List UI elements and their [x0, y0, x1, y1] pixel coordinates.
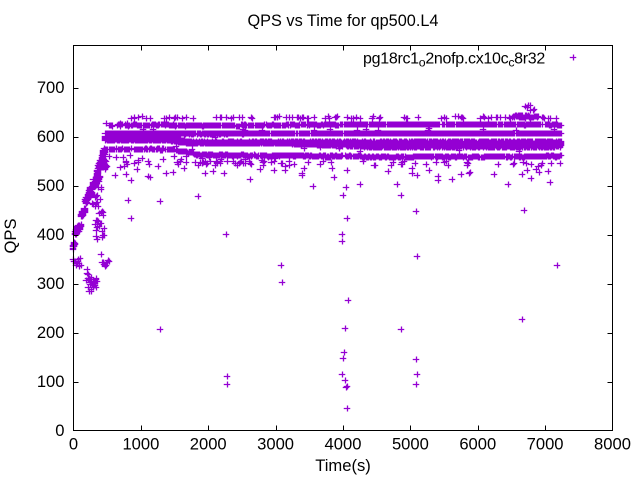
svg-text:7000: 7000: [527, 435, 564, 454]
svg-text:2000: 2000: [190, 435, 227, 454]
svg-text:6000: 6000: [459, 435, 496, 454]
svg-text:1000: 1000: [122, 435, 159, 454]
svg-text:3000: 3000: [257, 435, 294, 454]
svg-text:600: 600: [37, 127, 65, 146]
svg-text:0: 0: [69, 435, 78, 454]
svg-text:400: 400: [37, 225, 65, 244]
svg-text:QPS: QPS: [1, 218, 20, 253]
svg-text:pg18rc1o2nofp.cx10cc8r32: pg18rc1o2nofp.cx10cc8r32: [363, 51, 545, 70]
svg-text:500: 500: [37, 176, 65, 195]
svg-text:4000: 4000: [325, 435, 362, 454]
svg-text:100: 100: [37, 372, 65, 391]
svg-text:200: 200: [37, 323, 65, 342]
svg-text:5000: 5000: [392, 435, 429, 454]
svg-text:QPS vs Time for qp500.L4: QPS vs Time for qp500.L4: [248, 12, 439, 30]
svg-text:700: 700: [37, 78, 65, 97]
svg-text:0: 0: [55, 421, 64, 440]
svg-text:300: 300: [37, 274, 65, 293]
svg-text:Time(s): Time(s): [315, 456, 371, 475]
svg-text:8000: 8000: [594, 435, 631, 454]
